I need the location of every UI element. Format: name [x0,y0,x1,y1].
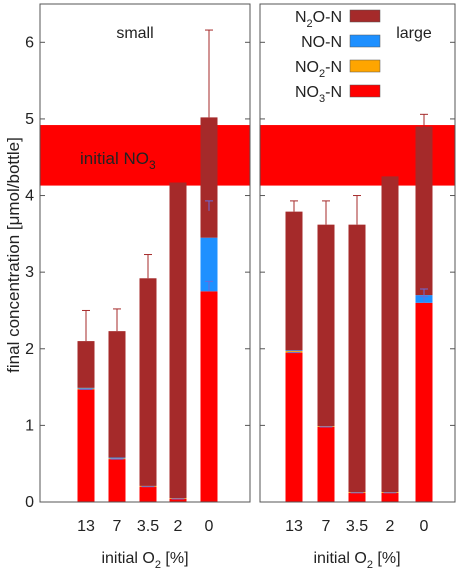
bar-no3-n-3.5 [348,492,366,502]
bar-n2o-n-7 [317,224,335,427]
x-tick-label-0: 0 [420,518,429,535]
x-tick-label-2: 2 [174,518,183,535]
initial-no3-label: initial NO3 [80,149,156,172]
x-tick-label-3.5: 3.5 [137,518,159,535]
bar-no-n-7 [108,457,126,459]
bar-no3-n-13 [285,352,303,502]
legend-swatch-NO3 [349,84,381,98]
axes: 0 1 2 3 4 5 6 N2O-N NO-N NO2-N NO3-N [25,9,455,511]
panel-small: 13 7 3.5 2 0 small initial O2 [%] initial NO3 [39,3,251,571]
x-tick-label-3.5: 3.5 [346,518,368,535]
y-tick-label: 2 [25,341,34,358]
legend-label-NO3: NO3-N [295,84,342,105]
x-tick-label-2: 2 [386,518,395,535]
legend-label-NO2: NO2-N [295,59,342,80]
x-axis-label: initial O2 [%] [313,550,400,571]
bar-n2o-n-0 [415,126,433,296]
legend-label-NO: NO-N [301,34,342,51]
legend-swatch-N2O [349,9,381,23]
bar-no3-n-0 [200,291,218,502]
y-tick-label: 0 [25,494,34,511]
bar-no3-n-2 [169,498,187,502]
legend: N2O-N NO-N NO2-N NO3-N [295,9,381,105]
y-tick-label: 5 [25,111,34,128]
bar-n2o-n-2 [169,182,187,499]
y-tick-label: 6 [25,34,34,51]
legend-swatch-NO [349,34,381,48]
bar-no-n-13 [285,350,303,352]
panel-large: 13 7 3.5 2 0 large initial O2 [%] [259,3,456,571]
panel-frame [259,3,456,503]
bar-no3-n-3.5 [139,486,157,502]
y-axis-label: final concentration [μmol/bottle] [4,137,23,373]
x-tick-label-13: 13 [285,518,303,535]
x-tick-label-13: 13 [77,518,95,535]
bar-no-n-0 [200,237,218,292]
bar-no3-n-7 [108,459,126,502]
bar-no3-n-13 [77,389,95,502]
bar-n2o-n-3.5 [139,278,157,486]
y-tick-label: 3 [25,264,34,281]
legend-label-N2O: N2O-N [295,9,342,30]
x-tick-label-0: 0 [205,518,214,535]
y-tick-label: 4 [25,188,34,205]
y-tick-label: 1 [25,417,34,434]
x-tick-label-7: 7 [322,518,331,535]
bar-n2o-n-13 [77,341,95,388]
bar-no3-n-2 [381,492,399,502]
bar-no3-n-7 [317,426,335,502]
x-tick-label-7: 7 [113,518,122,535]
panel-title: small [116,25,153,42]
legend-swatch-NO2 [349,59,381,73]
x-axis-label: initial O2 [%] [101,550,188,571]
panel-frame [39,3,251,503]
bar-n2o-n-0 [200,117,218,238]
bar-no2-n-13 [285,351,303,353]
bar-n2o-n-2 [381,176,399,493]
panel-title: large [396,25,432,42]
bar-n2o-n-3.5 [348,224,366,493]
bar-no-n-13 [77,387,95,389]
bar-n2o-n-13 [285,211,303,351]
bar-no3-n-0 [415,302,433,502]
bar-n2o-n-7 [108,331,126,458]
